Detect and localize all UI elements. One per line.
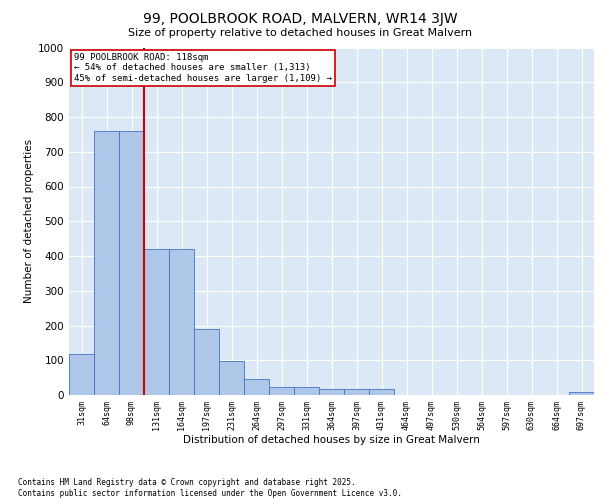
Bar <box>69 354 94 395</box>
Y-axis label: Number of detached properties: Number of detached properties <box>24 139 34 304</box>
Bar <box>269 388 294 395</box>
Text: 99 POOLBROOK ROAD: 118sqm
← 54% of detached houses are smaller (1,313)
45% of se: 99 POOLBROOK ROAD: 118sqm ← 54% of detac… <box>74 52 332 82</box>
Bar <box>294 388 319 395</box>
Text: 99, POOLBROOK ROAD, MALVERN, WR14 3JW: 99, POOLBROOK ROAD, MALVERN, WR14 3JW <box>143 12 457 26</box>
Bar <box>369 390 394 395</box>
Bar <box>144 249 169 395</box>
Bar <box>344 390 369 395</box>
Bar <box>194 329 219 395</box>
Text: Contains HM Land Registry data © Crown copyright and database right 2025.
Contai: Contains HM Land Registry data © Crown c… <box>18 478 402 498</box>
Bar <box>119 131 144 395</box>
Bar <box>319 390 344 395</box>
Bar <box>569 392 594 395</box>
Bar <box>244 378 269 395</box>
Bar <box>219 362 244 395</box>
X-axis label: Distribution of detached houses by size in Great Malvern: Distribution of detached houses by size … <box>183 436 480 446</box>
Bar <box>169 249 194 395</box>
Text: Size of property relative to detached houses in Great Malvern: Size of property relative to detached ho… <box>128 28 472 38</box>
Bar <box>94 131 119 395</box>
